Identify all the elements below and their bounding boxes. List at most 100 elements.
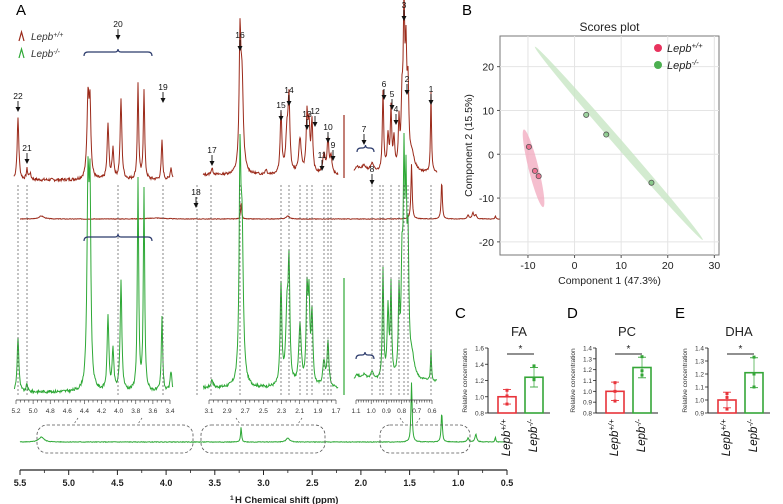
peak-arrow-head	[304, 125, 310, 130]
data-point	[640, 369, 644, 373]
panel-label-a: A	[16, 2, 26, 19]
y-tick-label: 1.1	[583, 378, 592, 385]
peak-arrow-head	[330, 156, 336, 161]
x-axis-label: Component 1 (47.3%)	[558, 275, 661, 287]
inset-tick-label: 0.8	[397, 408, 406, 415]
peak-arrow-head	[381, 95, 387, 100]
x-tick-label: 4.5	[111, 478, 124, 488]
data-point	[640, 355, 644, 359]
inset-tick-label: 3.1	[204, 408, 213, 415]
zoom-connector	[137, 417, 143, 425]
score-point	[525, 143, 532, 150]
inset-tick-label: 2.1	[295, 408, 304, 415]
y-tick-label: 1.4	[695, 346, 704, 353]
y-axis-label: Relative concentration	[682, 348, 689, 413]
peak-arrow-head	[319, 166, 325, 171]
bar-chart-fa: FA 0.8 1.0 1.2 1.4 1.6 Relative concentration L…	[462, 324, 550, 456]
peak-label-22: 22	[13, 91, 23, 101]
inset-tick-label: 0.6	[427, 408, 436, 415]
x-tick-label: 0	[572, 260, 578, 272]
significance-star: *	[739, 344, 743, 355]
x-tick-label: 2.0	[355, 478, 368, 488]
data-point	[505, 402, 509, 406]
zoom-connector	[73, 417, 79, 425]
legend-label: Lepb-/-	[31, 49, 61, 61]
peak-arrow-head	[160, 98, 166, 103]
x-tick-label: 30	[708, 260, 720, 272]
data-point	[613, 381, 617, 385]
peak-arrow-head	[24, 159, 30, 164]
brace-peak-20-wt	[83, 48, 153, 57]
score-point	[535, 173, 542, 180]
category-label: Lepb+/+	[719, 419, 734, 457]
peak-label-4: 4	[394, 104, 399, 114]
peak-label-5: 5	[390, 89, 395, 99]
brace-peak-20-ko	[83, 233, 153, 242]
inset-tick-label: 2.9	[223, 408, 232, 415]
y-tick-label: 0	[488, 149, 494, 161]
zoom-connector	[415, 417, 421, 425]
score-point	[531, 167, 538, 174]
brace-peak-7-wt	[356, 144, 375, 153]
x-tick-label: 5.0	[62, 478, 75, 488]
data-point	[613, 389, 617, 393]
peak-arrow-head	[15, 107, 21, 112]
y-tick-label: 1.2	[695, 372, 704, 379]
score-point	[648, 179, 655, 186]
inset-tick-label: 1.9	[313, 408, 322, 415]
scores-plot-panel: Scores plot-10 0 10 20 30-20-1001020Componen…	[463, 20, 720, 287]
x-axis-label-sup: 1	[230, 495, 234, 502]
y-tick-label: 0.8	[583, 411, 592, 418]
legend-marker	[654, 61, 662, 69]
data-point	[725, 407, 729, 411]
inset-tick-label: 3.6	[148, 408, 157, 415]
peak-arrow-head	[369, 180, 375, 185]
x-tick-label: 1.0	[452, 478, 465, 488]
score-point	[583, 111, 590, 118]
bar-chart-title: DHA	[725, 324, 753, 339]
y-axis-label: Component 2 (15.5%)	[463, 94, 475, 197]
peak-label-19: 19	[158, 82, 168, 92]
y-tick-label: 1.2	[475, 378, 484, 385]
y-tick-label: 1.3	[695, 359, 704, 366]
legend-marker	[654, 44, 662, 52]
significance-star: *	[627, 344, 631, 355]
peak-arrow-head	[209, 161, 215, 166]
x-tick-label: 0.5	[501, 478, 514, 488]
peak-label-2: 2	[405, 74, 410, 84]
inset-tick-label: 5.2	[11, 408, 20, 415]
peak-label-8: 8	[370, 164, 375, 174]
inset-tick-label: 3.8	[131, 408, 140, 415]
zoom-connector	[235, 417, 241, 425]
peak-label-3: 3	[402, 0, 407, 10]
peak-label-9: 9	[331, 140, 336, 150]
data-point	[532, 377, 536, 381]
inset-tick-label: 4.8	[46, 408, 55, 415]
data-point	[613, 399, 617, 403]
score-point	[603, 131, 610, 138]
inset-tick-label: 4.0	[114, 408, 123, 415]
panel-label-d: D	[567, 305, 578, 322]
y-tick-label: 1.1	[695, 385, 704, 392]
inset-tick-label: 4.6	[63, 408, 72, 415]
peak-label-16: 16	[235, 30, 245, 40]
wt-inset-mid-spectrum	[202, 18, 339, 177]
inset-tick-label: 2.7	[241, 408, 250, 415]
inset-tick-label: 0.9	[382, 408, 391, 415]
peak-arrow-head	[428, 100, 434, 105]
peak-label-14: 14	[284, 85, 294, 95]
peak-label-21: 21	[22, 143, 32, 153]
y-tick-label: 1.4	[583, 346, 592, 353]
inset-tick-label: 1.7	[331, 408, 340, 415]
peak-label-12: 12	[310, 106, 320, 116]
peak-label-11: 11	[318, 150, 327, 160]
category-label: Lepb-/-	[634, 419, 649, 453]
peak-arrow-head	[389, 105, 395, 110]
y-axis-label: Relative concentration	[462, 348, 469, 413]
y-axis-label: Relative concentration	[570, 348, 577, 413]
x-tick-label: -10	[520, 260, 535, 272]
category-label: Lepb+/+	[607, 419, 622, 457]
wt-inset-right-spectrum	[353, 0, 438, 173]
peak-arrow-head	[325, 138, 331, 143]
panel-label-c: C	[455, 305, 466, 322]
